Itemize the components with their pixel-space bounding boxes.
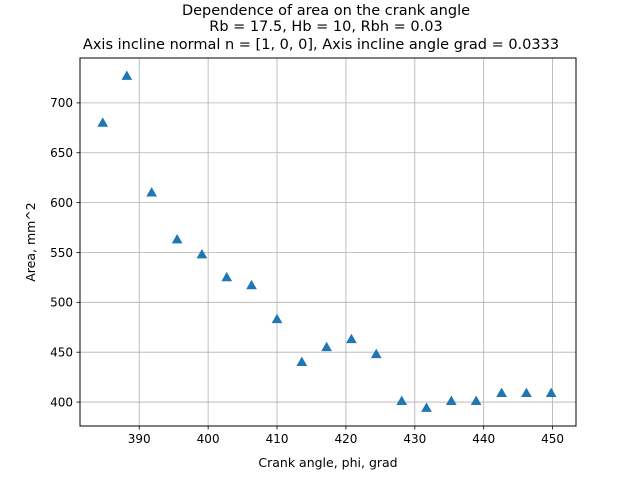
- x-tick-label: 450: [541, 432, 564, 446]
- data-point: [421, 402, 432, 412]
- data-point: [321, 341, 332, 352]
- y-tick-label: 500: [50, 296, 73, 310]
- x-tick-label: 390: [128, 432, 151, 446]
- data-point: [121, 70, 133, 80]
- x-tick-label: 420: [334, 432, 357, 446]
- data-point: [196, 248, 208, 259]
- chart-title-line-1: Dependence of area on the crank angle: [182, 3, 470, 19]
- data-point: [521, 387, 532, 397]
- plot-area-frame: [79, 57, 577, 427]
- y-tick-label: 450: [50, 346, 73, 360]
- data-point: [271, 313, 283, 324]
- data-point: [296, 356, 308, 367]
- data-point: [346, 333, 357, 344]
- y-tick-label: 400: [50, 395, 73, 409]
- data-point: [97, 117, 109, 127]
- x-tick-label: 410: [266, 432, 289, 446]
- data-points: [97, 70, 557, 412]
- data-point: [445, 395, 457, 405]
- y-tick-label: 600: [50, 196, 73, 210]
- y-tick-label: 550: [50, 246, 73, 260]
- data-point: [171, 233, 183, 244]
- data-point: [246, 279, 257, 290]
- x-tick-label: 430: [403, 432, 426, 446]
- y-tick-label: 650: [50, 146, 73, 160]
- data-point: [146, 187, 158, 197]
- y-axis-label: Area, mm^2: [23, 202, 38, 282]
- data-point: [370, 348, 382, 359]
- ticks: 390 400 410 420 430 440 450 400 450 500 550 600 650 7…: [50, 96, 564, 446]
- x-tick-label: 400: [197, 432, 220, 446]
- data-point: [496, 387, 507, 397]
- x-tick-label: 440: [472, 432, 495, 446]
- x-axis-label: Crank angle, phi, grad: [258, 455, 397, 470]
- chart-title-line-2: Rb = 17.5, Hb = 10, Rbh = 0.03: [209, 19, 442, 35]
- grid: [80, 58, 576, 426]
- data-point: [470, 395, 482, 405]
- data-point: [396, 395, 408, 405]
- y-tick-label: 700: [50, 96, 73, 110]
- chart-title-line-3: Axis incline normal n = [1, 0, 0], Axis …: [83, 37, 559, 53]
- data-point: [221, 271, 233, 282]
- data-point: [545, 387, 557, 397]
